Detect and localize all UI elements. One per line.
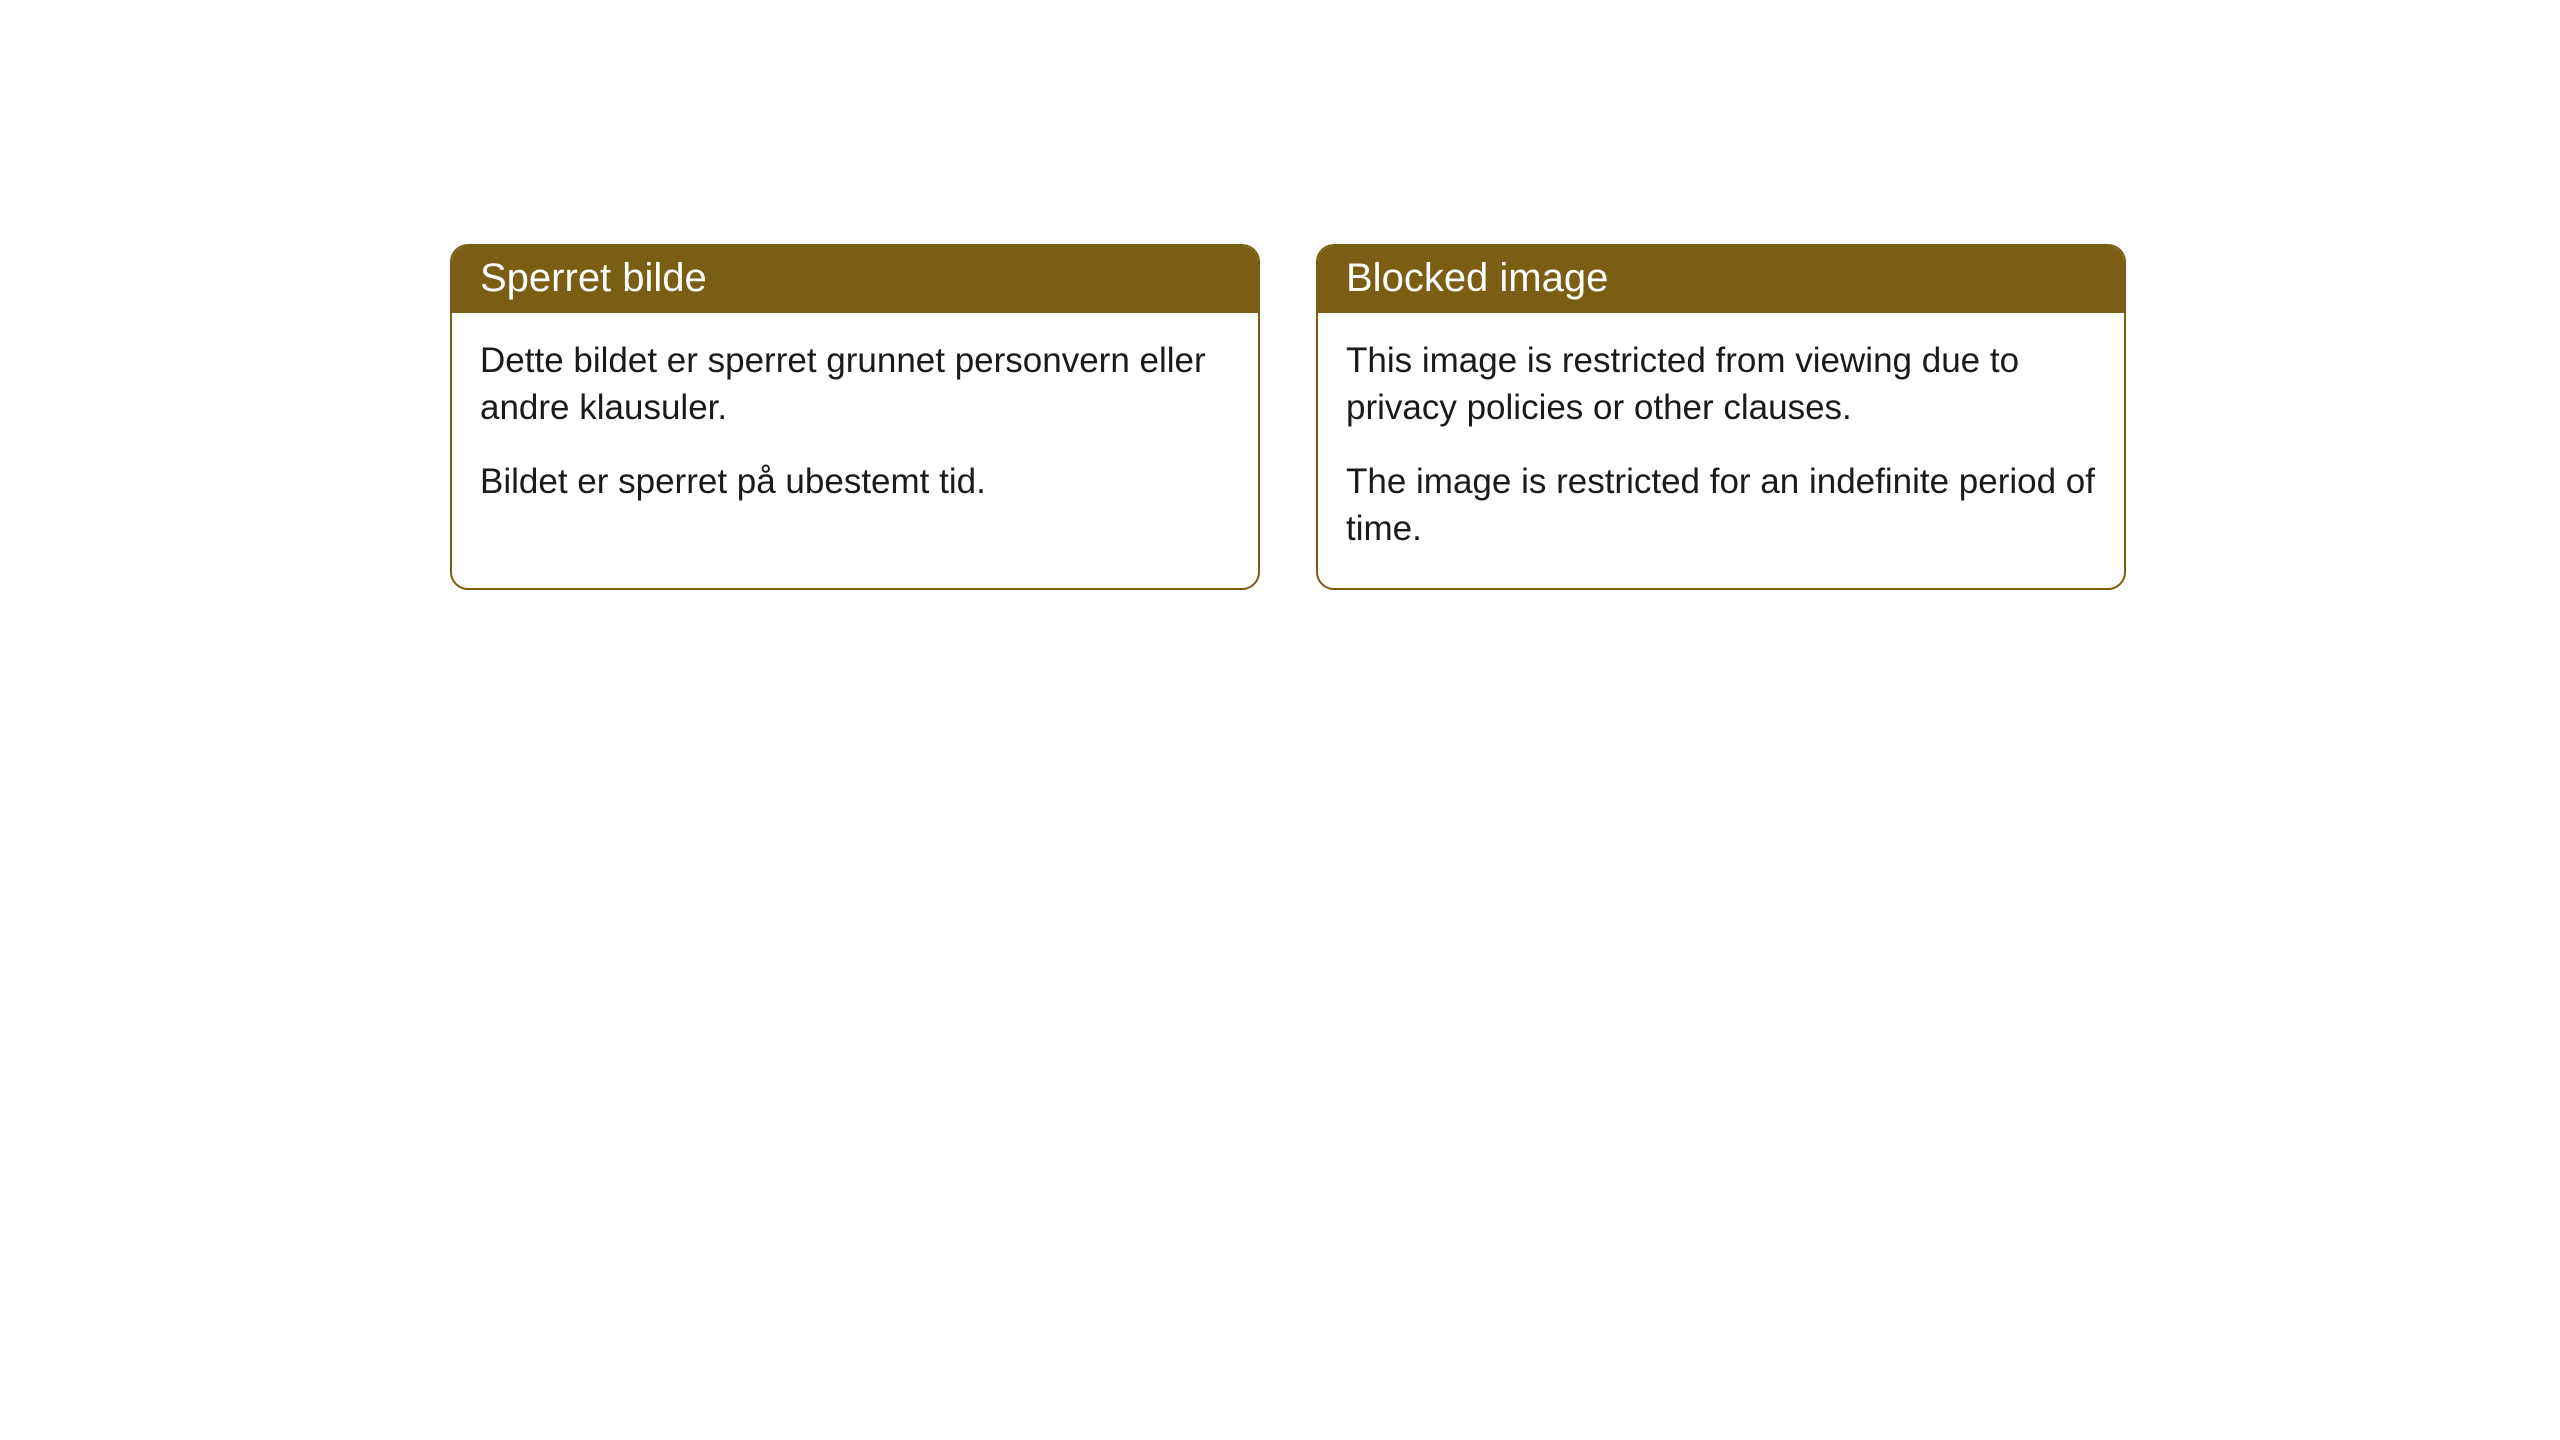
card-title-no: Sperret bilde (480, 256, 707, 300)
card-paragraph2-en: The image is restricted for an indefinit… (1346, 458, 2096, 553)
card-header-en: Blocked image (1318, 246, 2124, 313)
card-title-en: Blocked image (1346, 256, 1608, 300)
blocked-image-card-en: Blocked image This image is restricted f… (1316, 244, 2126, 590)
card-paragraph1-no: Dette bildet er sperret grunnet personve… (480, 337, 1230, 432)
card-paragraph2-no: Bildet er sperret på ubestemt tid. (480, 458, 1230, 505)
blocked-image-card-no: Sperret bilde Dette bildet er sperret gr… (450, 244, 1260, 590)
card-body-en: This image is restricted from viewing du… (1318, 313, 2124, 588)
card-paragraph1-en: This image is restricted from viewing du… (1346, 337, 2096, 432)
card-header-no: Sperret bilde (452, 246, 1258, 313)
card-body-no: Dette bildet er sperret grunnet personve… (452, 313, 1258, 541)
card-container: Sperret bilde Dette bildet er sperret gr… (0, 0, 2560, 590)
